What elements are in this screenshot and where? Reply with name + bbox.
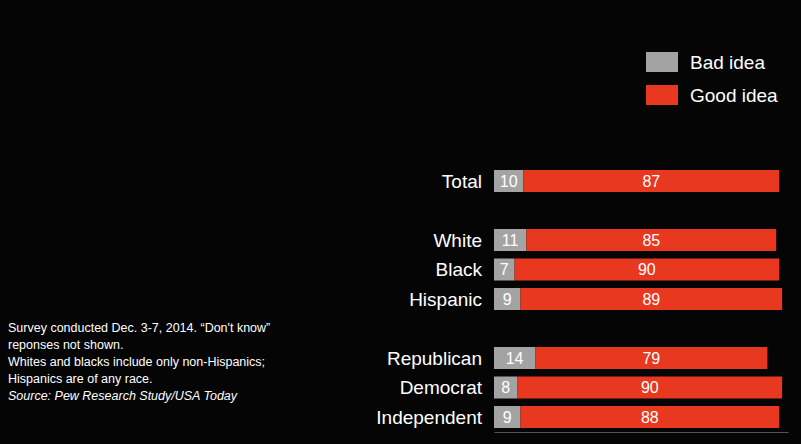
category-label: White: [433, 230, 482, 251]
note: Survey conducted Dec. 3-7, 2014. “Don't …: [8, 321, 270, 352]
note-line: Survey conducted Dec. 3-7, 2014. “Don't …: [8, 321, 270, 335]
legend-swatch: [646, 85, 678, 105]
category-label: Black: [436, 259, 483, 280]
bar-segment: [494, 259, 515, 281]
bar-segment: [520, 288, 782, 310]
note-line: Whites and blacks include only non-Hispa…: [8, 355, 265, 369]
legend: Bad idea Good idea: [646, 52, 778, 106]
chart: 101179148987859089799088TotalWhiteBlackH…: [0, 0, 801, 444]
bar-segment: [526, 229, 776, 251]
data-label: 87: [642, 173, 660, 190]
legend-label: Good idea: [690, 85, 778, 106]
bar-segment: [523, 170, 779, 192]
data-label: 11: [502, 232, 519, 249]
data-label: 88: [641, 409, 659, 426]
data-label: 14: [506, 350, 524, 367]
data-label: 90: [641, 379, 659, 396]
legend-label: Bad idea: [690, 52, 765, 73]
bar-segment: [535, 347, 767, 369]
note-line: Source: Pew Research Study/USA Today: [8, 389, 238, 403]
category-labels: Total White Black Hispanic Republican Democra…: [376, 171, 482, 428]
x-axis: [495, 432, 789, 433]
x-axis-line: [495, 432, 789, 433]
data-label: 7: [500, 261, 509, 278]
bar-segment: [494, 170, 523, 192]
bar-segment: [494, 347, 535, 369]
category-label: Democrat: [400, 377, 483, 398]
bar-segment: [494, 406, 520, 428]
data-label: 89: [642, 291, 660, 308]
note: Source: Pew Research Study/USA Today: [8, 389, 238, 403]
bar-segment: [518, 377, 783, 399]
bar-segment: [494, 288, 520, 310]
category-label: Total: [442, 171, 482, 192]
bar-segment: [494, 377, 518, 399]
legend-swatch: [646, 52, 678, 72]
data-label: 9: [503, 291, 512, 308]
bars: [494, 170, 782, 428]
data-label: 10: [500, 173, 518, 190]
data-label: 90: [638, 261, 656, 278]
bar-segment: [494, 229, 526, 251]
note-line: Hispanics are of any race.: [8, 372, 153, 386]
category-label: Republican: [387, 348, 482, 369]
category-label: Hispanic: [409, 289, 482, 310]
notes: Survey conducted Dec. 3-7, 2014. “Don't …: [8, 321, 270, 403]
data-label: 9: [503, 409, 512, 426]
data-labels: 101179148987859089799088: [500, 173, 660, 426]
category-label: Independent: [376, 407, 482, 428]
note: Whites and blacks include only non-Hispa…: [8, 355, 265, 386]
data-label: 85: [642, 232, 660, 249]
data-label: 8: [501, 379, 510, 396]
note-line: reponses not shown.: [8, 338, 123, 352]
bar-segment: [515, 259, 780, 281]
bar-segment: [520, 406, 779, 428]
background: [0, 0, 801, 444]
data-label: 79: [642, 350, 660, 367]
